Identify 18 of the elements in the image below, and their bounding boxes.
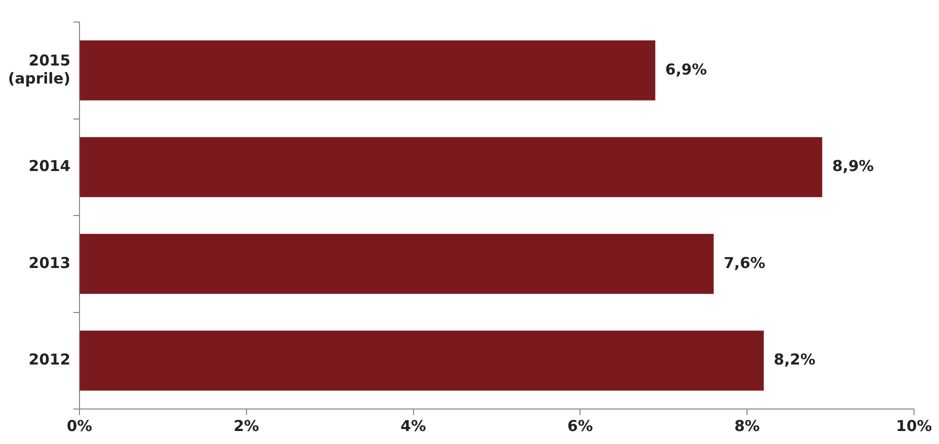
bar: [80, 330, 764, 391]
y-tick-label: 2015 (aprile): [8, 51, 70, 88]
x-tick-label: 6%: [567, 416, 593, 435]
x-tick-label: 2%: [234, 416, 260, 435]
y-tick-label: 2012: [28, 350, 70, 369]
y-tick-label: 2013: [28, 254, 70, 272]
y-tick-label: 2014: [28, 157, 70, 176]
data-label: 7,6%: [724, 254, 766, 272]
x-tick-label: 4%: [400, 416, 426, 435]
bar: [80, 40, 656, 100]
data-label: 8,2%: [774, 350, 816, 369]
x-tick-label: 8%: [734, 416, 760, 435]
x-tick-label: 10%: [896, 416, 932, 435]
data-label: 6,9%: [665, 60, 707, 78]
bar: [80, 137, 822, 198]
data-label: 8,9%: [832, 157, 874, 176]
bar: [80, 234, 714, 294]
x-tick-label: 0%: [66, 416, 92, 435]
